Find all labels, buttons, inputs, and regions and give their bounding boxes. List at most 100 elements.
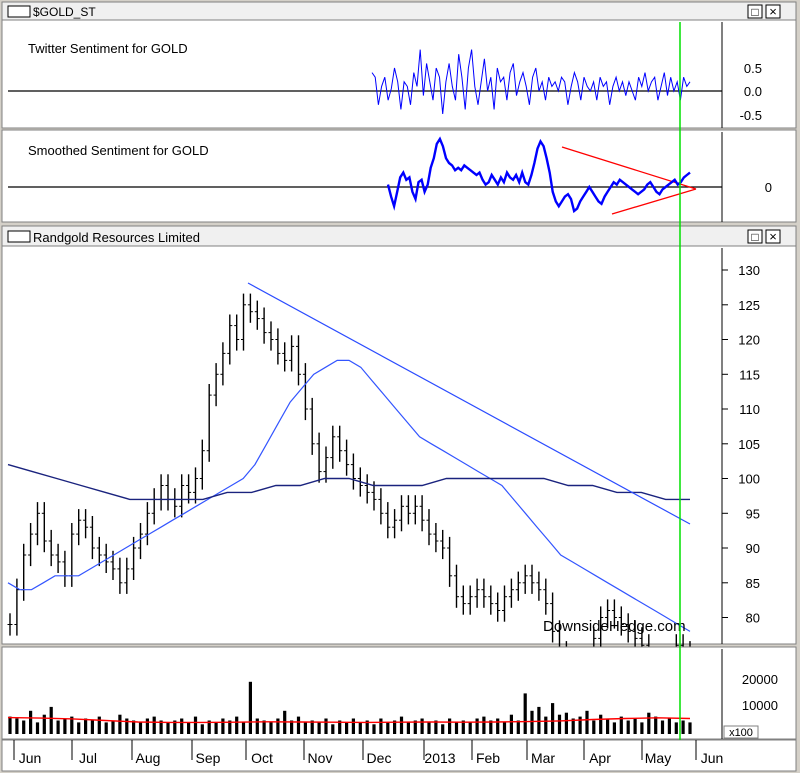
price-close-button[interactable]: ×: [765, 229, 781, 244]
price-bar: [440, 529, 446, 560]
volume-bar: [276, 718, 280, 734]
x-axis-frame: [1, 739, 797, 772]
price-bar: [241, 293, 246, 351]
volume-bar: [585, 710, 589, 734]
volume-bar: [441, 724, 445, 734]
volume-bar: [365, 720, 369, 734]
raw-pane-title: Twitter Sentiment for GOLD: [28, 41, 188, 56]
volume-bar: [496, 718, 500, 734]
price-pane-icon: [7, 230, 31, 243]
price-title-bar: [1, 225, 797, 247]
volume-bar: [104, 722, 108, 734]
price-bar: [618, 606, 624, 636]
volume-bar: [612, 722, 616, 734]
volume-bar: [269, 722, 273, 734]
price-tick-label: 130: [738, 263, 760, 278]
volume-bar: [434, 720, 438, 734]
raw-tick-label: 0.0: [744, 84, 762, 99]
raw-tick-label: -0.5: [740, 108, 762, 123]
price-bar: [89, 516, 95, 560]
pane-smoothed-frame: [1, 129, 797, 223]
volume-bar: [159, 720, 163, 734]
raw-tick-label: 0.5: [744, 61, 762, 76]
downtrend-line: [247, 282, 691, 525]
smoothed-sentiment-series: [386, 136, 691, 214]
volume-bar: [228, 720, 232, 734]
price-bar: [460, 585, 466, 615]
price-bar: [268, 321, 274, 351]
volume-bar: [420, 718, 424, 734]
price-bar: [488, 585, 494, 615]
volume-bars: [8, 681, 692, 734]
price-bar: [385, 502, 391, 539]
price-restore-icon: □: [751, 230, 758, 244]
restore-button[interactable]: □: [747, 4, 763, 19]
volume-bar: [70, 716, 74, 734]
volume-bar: [544, 716, 548, 734]
x-axis-label: Jun: [701, 750, 724, 766]
price-bar: [392, 509, 398, 539]
volume-bar: [379, 718, 383, 734]
price-bar: [96, 536, 102, 567]
price-tick-label: 125: [738, 298, 760, 313]
volume-bar: [42, 714, 46, 734]
volume-bar: [166, 722, 170, 734]
volume-bar: [22, 720, 26, 734]
x-axis-label: Dec: [367, 750, 392, 766]
volume-bar: [138, 722, 143, 734]
price-bar: [323, 446, 329, 483]
price-restore-button[interactable]: □: [747, 229, 763, 244]
price-bar: [632, 620, 638, 650]
price-bar: [399, 495, 404, 532]
volume-bar: [399, 716, 404, 734]
price-bar: [337, 425, 343, 462]
price-tick-label: 95: [746, 506, 760, 521]
volume-bar: [125, 718, 129, 734]
price-pane-title: Randgold Resources Limited: [33, 230, 200, 245]
volume-bar: [448, 718, 452, 734]
price-bar: [522, 564, 528, 594]
price-bar: [316, 432, 322, 483]
pane-price-frame: [1, 225, 797, 645]
volume-bar: [681, 720, 685, 734]
volume-bar: [35, 722, 40, 734]
volume-bar: [90, 720, 94, 734]
price-bar: [543, 578, 549, 615]
volume-tick-label: 10000: [742, 698, 778, 713]
price-bar: [186, 474, 192, 504]
volume-bar: [606, 718, 610, 734]
price-bar: [41, 502, 47, 553]
close-button[interactable]: ×: [765, 4, 781, 19]
volume-bar: [214, 722, 218, 734]
volume-bar: [592, 720, 596, 734]
volume-bar: [393, 720, 397, 734]
volume-bar: [111, 720, 115, 734]
volume-multiplier-box: [723, 725, 759, 739]
price-bar: [433, 523, 439, 553]
volume-bar: [145, 718, 149, 734]
volume-bar: [599, 714, 603, 734]
price-bar: [302, 363, 308, 421]
volume-bar: [187, 722, 191, 734]
price-bar: [117, 557, 123, 594]
price-bar: [330, 425, 336, 469]
price-bar: [536, 571, 542, 601]
price-bar: [419, 495, 425, 532]
price-bar: [206, 384, 212, 462]
moving-average-slow: [7, 463, 690, 501]
volume-bar: [77, 722, 81, 734]
volume-tick-label: 20000: [742, 672, 778, 687]
price-bar: [296, 335, 301, 386]
x-axis-label: Apr: [589, 750, 611, 766]
price-bar: [234, 314, 240, 351]
price-bar: [412, 495, 418, 525]
price-bar: [220, 342, 226, 386]
volume-bar: [255, 718, 259, 734]
volume-average-line: [7, 716, 691, 724]
price-bar: [76, 509, 82, 546]
x-axis-labels: Jun Jul Aug Sep Oct Nov Dec 2013 Feb Mar Apr May Jun: [13, 740, 724, 766]
price-tick-label: 110: [739, 402, 760, 417]
volume-bar: [351, 718, 355, 734]
volume-bar: [49, 706, 53, 734]
price-bar: [179, 474, 185, 518]
